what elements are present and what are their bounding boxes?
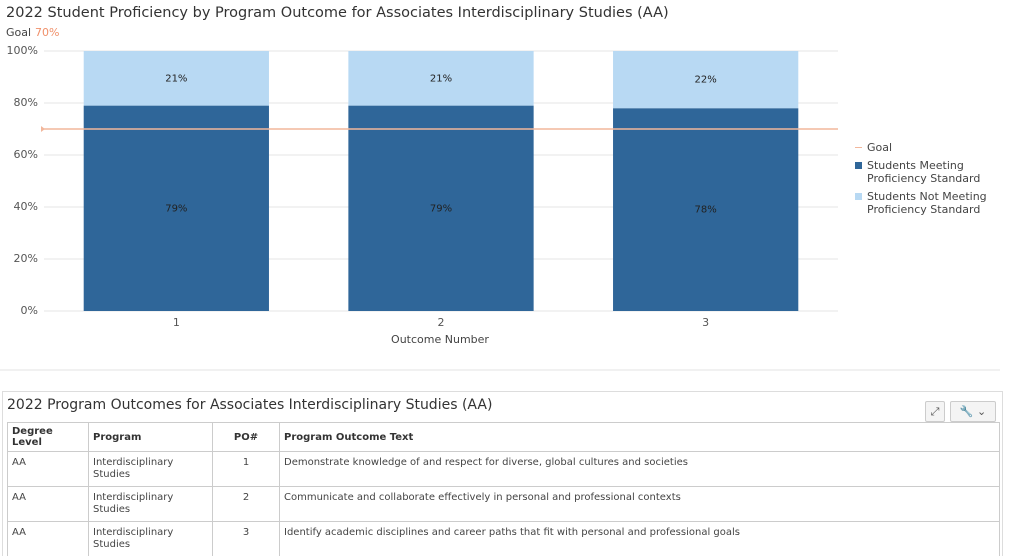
- header-row: Degree Level Program PO# Program Outcome Te…: [7, 422, 1000, 452]
- y-tick-label: 20%: [14, 252, 38, 265]
- data-label: 21%: [165, 73, 187, 84]
- bar-segment: [613, 51, 799, 109]
- goal-label: Goal: [6, 26, 31, 39]
- goal-marker: [41, 126, 45, 132]
- table-cell: Interdisciplinary Studies: [88, 486, 213, 522]
- legend-item: Students Meeting Proficiency Standard: [855, 159, 995, 185]
- table-cell: AA: [7, 486, 89, 522]
- table-cell: AA: [7, 521, 89, 556]
- table-cell: 3: [212, 521, 280, 556]
- chart: 2022 Student Proficiency by Program Outc…: [0, 5, 1000, 371]
- table-panel: 2022 Program Outcomes for Associates Int…: [2, 391, 1003, 556]
- column-header: Program Outcome Text: [279, 422, 1000, 452]
- column-header: PO#: [212, 422, 280, 452]
- x-tick-label: 1: [173, 316, 180, 329]
- bar-segment: [348, 105, 534, 311]
- chart-title: 2022 Student Proficiency by Program Outc…: [6, 5, 669, 21]
- bar-segment: [83, 51, 269, 106]
- y-tick-label: 0%: [21, 304, 38, 317]
- settings-button[interactable]: 🔧 ⌄: [950, 401, 996, 422]
- table-cell: Interdisciplinary Studies: [88, 521, 213, 556]
- table-cell: Demonstrate knowledge of and respect for…: [279, 451, 1000, 487]
- table-row: AA Interdisciplinary Studies 1 Demonstrate …: [7, 451, 1000, 487]
- y-tick-label: 100%: [7, 44, 38, 57]
- legend-swatch: [855, 162, 862, 169]
- table-cell: AA: [7, 451, 89, 487]
- bar-segment: [348, 51, 534, 106]
- outcomes-table: Degree Level Program PO# Program Outcome Te…: [7, 422, 1000, 556]
- x-tick-label: 2: [438, 316, 445, 329]
- table-cell: 1: [212, 451, 280, 487]
- legend-item: Students Not Meeting Proficiency Standar…: [855, 190, 995, 216]
- data-label: 22%: [695, 75, 717, 86]
- y-tick-label: 40%: [14, 200, 38, 213]
- data-label: 78%: [695, 205, 717, 216]
- legend-item: Goal: [855, 141, 995, 154]
- bar-segment: [83, 105, 269, 311]
- table-cell: Identify academic disciplines and career…: [279, 521, 1000, 556]
- column-header: Program: [88, 422, 213, 452]
- table-cell: Interdisciplinary Studies: [88, 451, 213, 487]
- y-tick-label: 80%: [14, 96, 38, 109]
- table-body: AA Interdisciplinary Studies 1 Demonstrate …: [7, 451, 1000, 556]
- goal-value: 70%: [35, 26, 59, 39]
- table-row: AA Interdisciplinary Studies 2 Communicate …: [7, 486, 1000, 522]
- legend-swatch: [855, 193, 862, 200]
- data-label: 79%: [430, 203, 452, 214]
- table-cell: Communicate and collaborate effectively …: [279, 486, 1000, 522]
- data-label: 79%: [165, 203, 187, 214]
- table-title: 2022 Program Outcomes for Associates Int…: [7, 397, 493, 413]
- table-row: AA Interdisciplinary Studies 3 Identify aca…: [7, 521, 1000, 556]
- x-tick-label: 3: [702, 316, 709, 329]
- y-tick-label: 60%: [14, 148, 38, 161]
- legend-label: Students Meeting Proficiency Standard: [867, 159, 981, 185]
- column-header: Degree Level: [7, 422, 89, 452]
- table-cell: 2: [212, 486, 280, 522]
- expand-button[interactable]: ⤢: [925, 401, 945, 422]
- data-label: 21%: [430, 73, 452, 84]
- bar-segment: [613, 108, 799, 311]
- legend-label: Goal: [867, 141, 893, 154]
- legend-label: Students Not Meeting Proficiency Standar…: [867, 190, 987, 216]
- x-axis-label: Outcome Number: [391, 333, 489, 346]
- legend-swatch: [855, 147, 862, 148]
